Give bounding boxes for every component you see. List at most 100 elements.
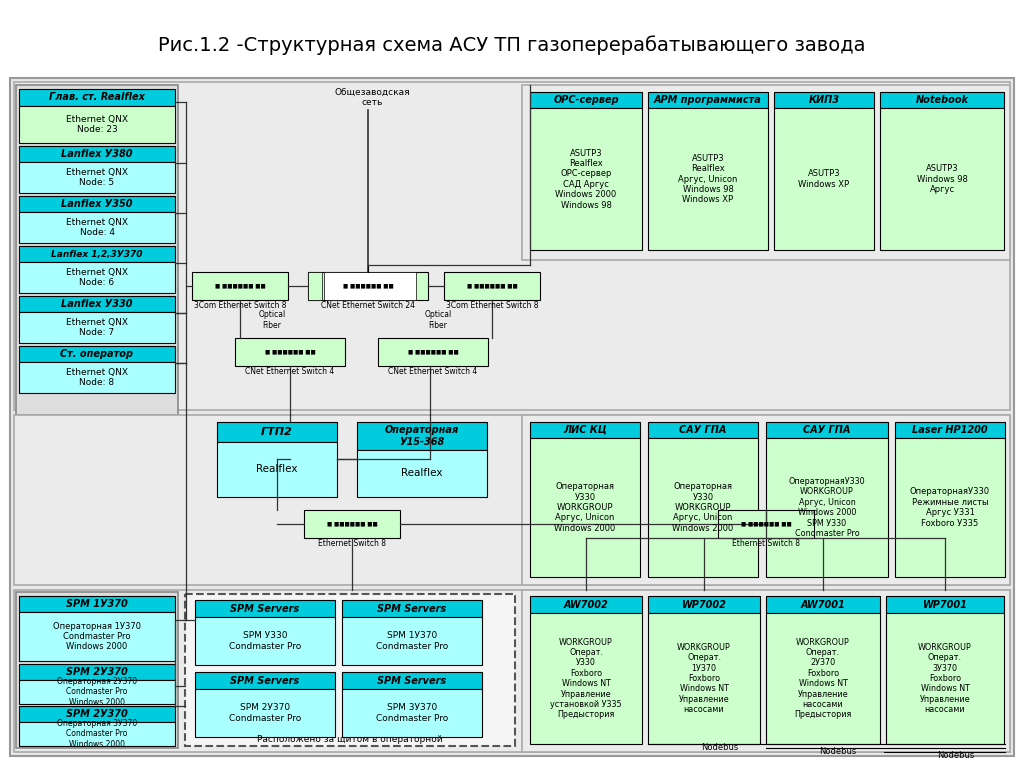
Text: Ethernet QNX
Node: 6: Ethernet QNX Node: 6 bbox=[66, 268, 128, 287]
Text: Ethernet QNX
Node: 4: Ethernet QNX Node: 4 bbox=[66, 218, 128, 237]
Bar bbox=[14, 82, 1010, 410]
Bar bbox=[304, 510, 400, 538]
Text: WORKGROUP
Операт.
2У370
Foxboro
Windows NT
Управление
насосами
Предыстория: WORKGROUP Операт. 2У370 Foxboro Windows … bbox=[795, 637, 852, 719]
Text: 3Com Ethernet Switch 8: 3Com Ethernet Switch 8 bbox=[445, 301, 539, 311]
Bar bbox=[308, 272, 428, 300]
Text: CNet Ethernet Switch 4: CNet Ethernet Switch 4 bbox=[388, 367, 477, 377]
Text: Операторная 1У370
Condmaster Pro
Windows 2000: Операторная 1У370 Condmaster Pro Windows… bbox=[53, 621, 141, 651]
Bar bbox=[886, 596, 1004, 613]
Text: Общезаводская
сеть: Общезаводская сеть bbox=[334, 87, 410, 107]
Text: Realflex: Realflex bbox=[401, 469, 442, 479]
Bar bbox=[16, 592, 178, 748]
Text: Lanflex 1,2,3У370: Lanflex 1,2,3У370 bbox=[51, 249, 142, 258]
Bar bbox=[19, 664, 175, 680]
Text: WP7001: WP7001 bbox=[923, 600, 968, 610]
Bar bbox=[19, 312, 175, 343]
Text: Nodebus: Nodebus bbox=[819, 746, 857, 755]
Bar bbox=[19, 212, 175, 243]
Bar bbox=[648, 596, 760, 613]
Text: КИП3: КИП3 bbox=[809, 95, 840, 105]
Bar bbox=[195, 672, 335, 689]
Text: Операторная
У15-368: Операторная У15-368 bbox=[385, 425, 459, 447]
Text: ■ ■■■■■■ ■■: ■ ■■■■■■ ■■ bbox=[740, 522, 792, 526]
Bar bbox=[19, 722, 175, 746]
Bar bbox=[14, 590, 1010, 752]
Text: ОператорнаяУ330
WORKGROUP
Аргус, Unicon
Windows 2000
SPM У330
Condmaster Pro: ОператорнаяУ330 WORKGROUP Аргус, Unicon … bbox=[788, 477, 865, 538]
Text: ASUTP3
Windows 98
Аргус: ASUTP3 Windows 98 Аргус bbox=[916, 164, 968, 194]
Bar bbox=[522, 415, 1010, 585]
Bar bbox=[530, 422, 640, 438]
Bar bbox=[774, 108, 874, 250]
Bar bbox=[217, 442, 337, 497]
Text: Ст. оператор: Ст. оператор bbox=[60, 349, 133, 359]
Text: OPC-сервер: OPC-сервер bbox=[553, 95, 618, 105]
Text: ASUTP3
Realflex
OPC-сервер
САД Аргус
Windows 2000
Windows 98: ASUTP3 Realflex OPC-сервер САД Аргус Win… bbox=[555, 149, 616, 209]
Text: ■ ■■■■■■ ■■: ■ ■■■■■■ ■■ bbox=[264, 350, 315, 354]
Bar bbox=[886, 613, 1004, 744]
Text: SPM 2У370: SPM 2У370 bbox=[67, 709, 128, 719]
Bar bbox=[530, 438, 640, 577]
Bar bbox=[357, 450, 487, 497]
Bar bbox=[895, 422, 1005, 438]
Bar bbox=[342, 689, 482, 737]
Bar bbox=[14, 415, 1010, 585]
Text: Ethernet QNX
Node: 7: Ethernet QNX Node: 7 bbox=[66, 318, 128, 337]
Text: WP7002: WP7002 bbox=[682, 600, 726, 610]
Text: WORKGROUP
Операт.
У330
Foxboro
Windows NT
Управление
установкой У335
Предыстория: WORKGROUP Операт. У330 Foxboro Windows N… bbox=[550, 637, 622, 719]
Bar bbox=[522, 85, 1010, 260]
Text: SPM 1У370: SPM 1У370 bbox=[67, 599, 128, 609]
Text: SPM 1У370
Condmaster Pro: SPM 1У370 Condmaster Pro bbox=[376, 631, 449, 650]
Bar bbox=[234, 338, 345, 366]
Text: Рис.1.2 -Структурная схема АСУ ТП газоперерабатывающего завода: Рис.1.2 -Структурная схема АСУ ТП газопе… bbox=[159, 35, 865, 55]
Text: WORKGROUP
Операт.
1У370
Foxboro
Windows NT
Управление
насосами: WORKGROUP Операт. 1У370 Foxboro Windows … bbox=[677, 643, 731, 714]
Text: Операторная
У330
WORKGROUP
Аргус, Unicon
Windows 2000: Операторная У330 WORKGROUP Аргус, Unicon… bbox=[554, 482, 615, 533]
Bar bbox=[342, 617, 482, 665]
Text: SPM Servers: SPM Servers bbox=[378, 604, 446, 614]
Text: ЛИС КЦ: ЛИС КЦ bbox=[563, 425, 607, 435]
Text: Realflex: Realflex bbox=[256, 465, 298, 475]
Bar bbox=[10, 78, 1014, 756]
Bar bbox=[378, 338, 488, 366]
Bar bbox=[880, 108, 1004, 250]
Text: SPM Servers: SPM Servers bbox=[378, 676, 446, 686]
Text: AW7001: AW7001 bbox=[801, 600, 846, 610]
Text: Ethernet QNX
Node: 8: Ethernet QNX Node: 8 bbox=[66, 368, 128, 387]
Bar bbox=[19, 346, 175, 362]
Bar bbox=[357, 422, 487, 450]
Bar bbox=[342, 672, 482, 689]
Bar bbox=[19, 262, 175, 293]
Text: Nodebus: Nodebus bbox=[701, 742, 738, 752]
Text: Optical
Fiber: Optical Fiber bbox=[424, 311, 452, 330]
Text: ОператорнаяУ330
Режимные листы
Аргус У331
Foxboro У335: ОператорнаяУ330 Режимные листы Аргус У33… bbox=[910, 487, 990, 528]
Bar bbox=[19, 106, 175, 143]
Bar bbox=[648, 613, 760, 744]
Bar bbox=[530, 92, 642, 108]
Text: SPM Servers: SPM Servers bbox=[230, 604, 300, 614]
Text: ASUTP3
Realflex
Аргус, Unicon
Windows 98
Windows XP: ASUTP3 Realflex Аргус, Unicon Windows 98… bbox=[678, 153, 737, 204]
Bar bbox=[308, 272, 322, 300]
Bar bbox=[530, 108, 642, 250]
Bar bbox=[648, 92, 768, 108]
Bar bbox=[766, 596, 880, 613]
Bar bbox=[195, 617, 335, 665]
Bar bbox=[444, 272, 540, 300]
Bar bbox=[648, 438, 758, 577]
Text: Операторная 2У370
Condmaster Pro
Windows 2000: Операторная 2У370 Condmaster Pro Windows… bbox=[57, 677, 137, 707]
Bar bbox=[766, 438, 888, 577]
Text: Глав. ст. Realflex: Глав. ст. Realflex bbox=[49, 93, 145, 103]
Text: SPM 3У370
Condmaster Pro: SPM 3У370 Condmaster Pro bbox=[376, 703, 449, 723]
Text: SPM Servers: SPM Servers bbox=[230, 676, 300, 686]
Bar bbox=[648, 108, 768, 250]
Bar bbox=[217, 422, 337, 442]
Bar bbox=[19, 706, 175, 722]
Bar bbox=[880, 92, 1004, 108]
Bar bbox=[19, 162, 175, 193]
Text: SPM У330
Condmaster Pro: SPM У330 Condmaster Pro bbox=[229, 631, 301, 650]
Text: ■ ■■■■■■ ■■: ■ ■■■■■■ ■■ bbox=[327, 522, 378, 526]
Bar bbox=[185, 594, 515, 746]
Text: Ethernet QNX
Node: 5: Ethernet QNX Node: 5 bbox=[66, 168, 128, 187]
Text: WORKGROUP
Операт.
3У370
Foxboro
Windows NT
Управление
насосами: WORKGROUP Операт. 3У370 Foxboro Windows … bbox=[919, 643, 972, 714]
Bar bbox=[530, 596, 642, 613]
Bar bbox=[766, 422, 888, 438]
Text: CNet Ethernet Switch 24: CNet Ethernet Switch 24 bbox=[321, 301, 415, 311]
